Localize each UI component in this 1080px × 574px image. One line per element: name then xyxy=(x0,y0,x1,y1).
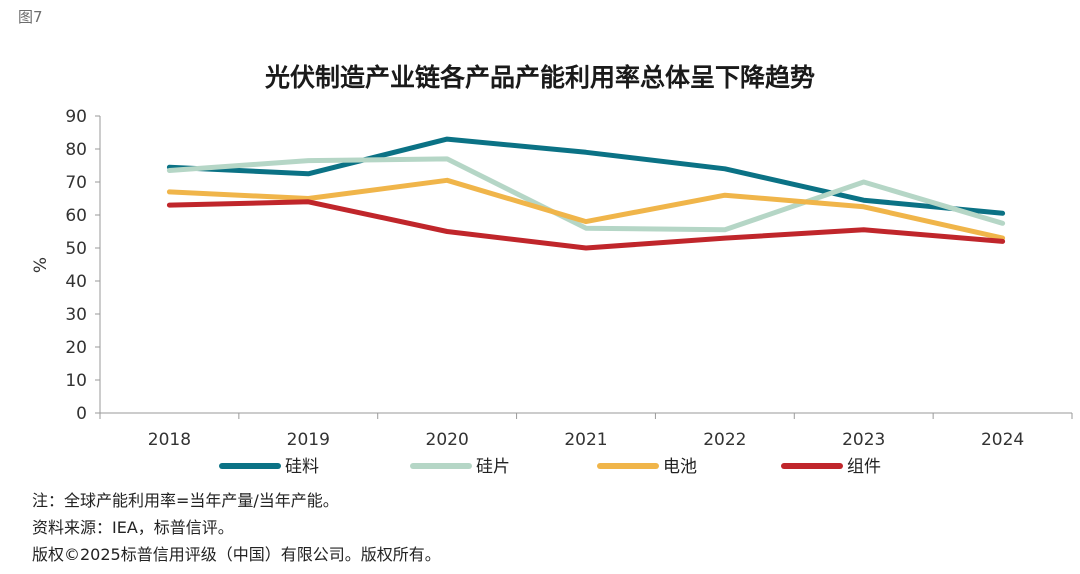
x-tick-label: 2019 xyxy=(287,430,330,450)
y-tick-label: 20 xyxy=(65,338,87,358)
y-tick-label: 80 xyxy=(65,140,87,160)
series-line-1 xyxy=(166,136,1006,216)
legend-label-4: 组件 xyxy=(847,457,881,477)
x-tick-label: 2022 xyxy=(703,430,746,450)
series-line-3 xyxy=(166,177,1006,241)
y-tick-label: 70 xyxy=(65,173,87,193)
x-tick-label: 2024 xyxy=(981,430,1024,450)
series-line-2 xyxy=(166,156,1006,233)
series-line-4 xyxy=(166,199,1006,251)
y-tick-label: 90 xyxy=(65,107,87,127)
x-tick-label: 2021 xyxy=(564,430,607,450)
note-formula: 注：全球产能利用率=当年产量/当年产能。 xyxy=(32,491,339,510)
note-copyright: 版权©2025标普信用评级（中国）有限公司。版权所有。 xyxy=(32,545,441,564)
figure-label: 图7 xyxy=(18,8,43,26)
legend-label-2: 硅片 xyxy=(476,457,510,477)
x-tick-label: 2020 xyxy=(426,430,469,450)
y-tick-label: 40 xyxy=(65,272,87,292)
y-tick-label: 50 xyxy=(65,239,87,259)
note-source: 资料来源：IEA，标普信评。 xyxy=(32,518,234,537)
footnotes: 注：全球产能利用率=当年产量/当年产能。 资料来源：IEA，标普信评。 版权©2… xyxy=(32,487,441,568)
legend-label-1: 硅料 xyxy=(285,457,319,477)
y-tick-label: 10 xyxy=(65,371,87,391)
x-tick-label: 2018 xyxy=(148,430,191,450)
y-tick-label: 30 xyxy=(65,305,87,325)
chart-title: 光伏制造产业链各产品产能利用率总体呈下降趋势 xyxy=(264,63,815,92)
y-tick-label: 0 xyxy=(76,404,87,424)
legend-label-3: 电池 xyxy=(663,457,697,477)
y-axis-label: % xyxy=(31,257,51,273)
x-tick-label: 2023 xyxy=(842,430,885,450)
y-tick-label: 60 xyxy=(65,206,87,226)
